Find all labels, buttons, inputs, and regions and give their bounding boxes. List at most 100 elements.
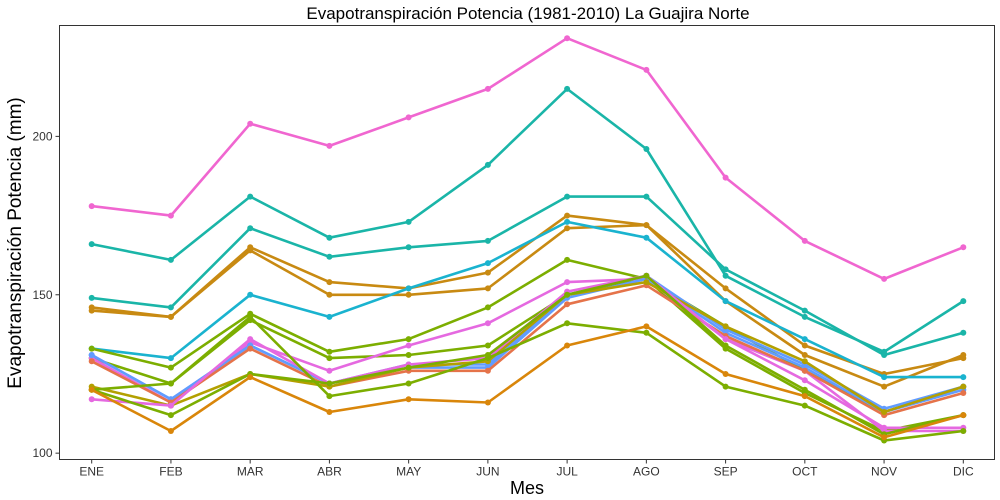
data-point xyxy=(167,412,174,419)
series xyxy=(88,35,967,282)
data-point xyxy=(88,358,95,365)
data-point xyxy=(247,193,254,200)
data-point xyxy=(405,285,412,292)
data-point xyxy=(801,307,808,314)
data-point xyxy=(960,298,967,305)
data-point xyxy=(167,380,174,387)
series-line xyxy=(90,274,965,436)
data-point xyxy=(484,269,491,276)
data-point xyxy=(722,285,729,292)
data-point xyxy=(643,222,650,229)
series xyxy=(88,323,967,441)
data-point xyxy=(405,114,412,121)
data-point xyxy=(484,85,491,92)
series-line xyxy=(90,280,965,414)
data-point xyxy=(484,285,491,292)
data-point xyxy=(88,386,95,393)
data-point xyxy=(643,193,650,200)
data-point xyxy=(960,383,967,390)
series-line xyxy=(90,283,965,417)
data-point xyxy=(484,352,491,358)
data-point xyxy=(484,237,491,244)
data-point xyxy=(881,409,888,415)
data-point xyxy=(247,120,254,127)
data-point xyxy=(484,399,491,406)
x-tick-label: JUN xyxy=(476,465,499,479)
data-point xyxy=(326,367,333,374)
x-tick-label: ENE xyxy=(79,465,104,479)
data-point xyxy=(167,304,174,311)
data-point xyxy=(405,244,412,251)
data-point xyxy=(801,352,808,358)
data-point xyxy=(643,323,650,330)
data-point xyxy=(88,203,95,210)
series-line xyxy=(90,277,965,433)
x-tick-label: MAY xyxy=(396,465,421,479)
data-point xyxy=(643,272,650,279)
data-point xyxy=(88,396,95,403)
data-point xyxy=(564,279,571,286)
data-point xyxy=(960,329,967,336)
data-point xyxy=(247,345,254,352)
data-point xyxy=(484,367,491,374)
series-line xyxy=(90,315,965,442)
data-point xyxy=(960,244,967,251)
data-point xyxy=(88,352,95,358)
x-tick-label: ABR xyxy=(317,465,342,479)
x-tick-label: SEP xyxy=(714,465,738,479)
data-point xyxy=(643,279,650,286)
data-point xyxy=(722,383,729,390)
data-point xyxy=(960,374,967,381)
data-point xyxy=(643,66,650,73)
series xyxy=(88,193,967,358)
x-tick-label: DIC xyxy=(953,465,974,479)
x-tick-label: AGO xyxy=(633,465,660,479)
chart-title: Evapotranspiración Potencia (1981-2010) … xyxy=(306,4,749,23)
x-tick-label: JUL xyxy=(556,465,578,479)
data-point xyxy=(801,336,808,343)
data-point xyxy=(88,307,95,314)
data-point xyxy=(564,320,571,327)
data-point xyxy=(801,393,808,400)
data-point xyxy=(643,146,650,152)
data-point xyxy=(643,234,650,241)
series-line xyxy=(90,220,965,379)
data-point xyxy=(801,237,808,244)
series-layer xyxy=(88,35,967,444)
data-point xyxy=(484,342,491,349)
data-point xyxy=(722,342,729,349)
data-point xyxy=(326,313,333,320)
data-point xyxy=(326,234,333,241)
data-point xyxy=(801,386,808,393)
data-point xyxy=(564,212,571,219)
data-point xyxy=(88,241,95,248)
data-point xyxy=(167,428,174,434)
series-line xyxy=(90,277,965,433)
series-line xyxy=(90,325,965,439)
data-point xyxy=(881,374,888,381)
data-point xyxy=(247,225,254,232)
data-point xyxy=(643,329,650,336)
data-point xyxy=(326,142,333,149)
data-point xyxy=(960,412,967,419)
x-axis-title: Mes xyxy=(510,478,544,498)
data-point xyxy=(881,352,888,358)
y-axis: 100 150 200 xyxy=(32,129,60,460)
data-point xyxy=(484,260,491,267)
data-point xyxy=(405,218,412,225)
data-point xyxy=(801,313,808,320)
data-point xyxy=(405,291,412,298)
data-point xyxy=(960,352,967,358)
y-tick-label: 150 xyxy=(32,288,52,302)
data-point xyxy=(247,313,254,320)
data-point xyxy=(801,367,808,374)
data-point xyxy=(88,294,95,301)
data-point xyxy=(881,434,888,441)
data-point xyxy=(960,428,967,434)
data-point xyxy=(405,342,412,349)
data-point xyxy=(88,345,95,352)
data-point xyxy=(167,364,174,371)
data-point xyxy=(484,161,491,168)
